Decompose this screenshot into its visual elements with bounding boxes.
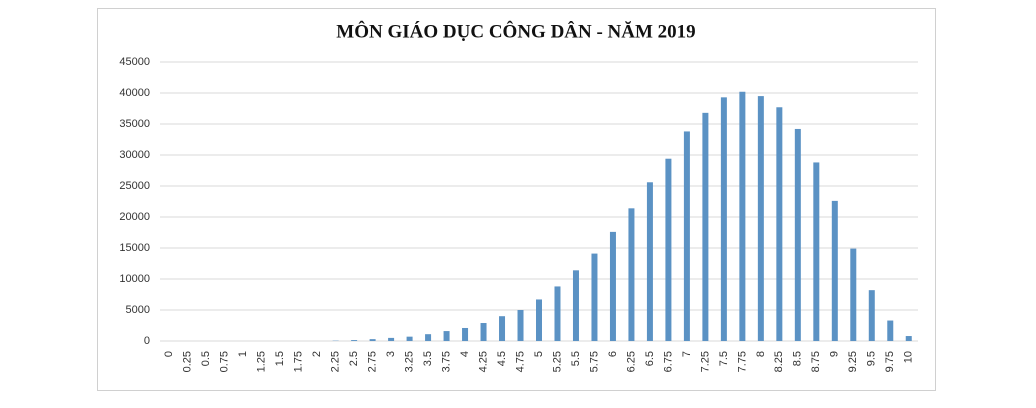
bar	[813, 162, 820, 341]
bar	[739, 91, 746, 341]
y-tick-label: 35000	[119, 118, 150, 130]
x-tick-label: 9.25	[847, 351, 859, 372]
bar	[757, 96, 764, 341]
bar	[720, 97, 727, 341]
x-tick-label: 7.5	[718, 351, 730, 366]
x-tick-label: 1	[237, 351, 249, 357]
x-tick-label: 5.75	[588, 351, 600, 372]
x-tick-label: 4.75	[514, 351, 526, 372]
bar	[887, 320, 894, 341]
bar	[665, 158, 672, 341]
bar	[554, 286, 561, 341]
x-tick-label: 1.75	[293, 351, 305, 372]
bar	[369, 339, 376, 341]
y-tick-label: 15000	[119, 242, 150, 254]
x-tick-label: 8	[755, 351, 767, 357]
bar	[499, 316, 506, 341]
bar	[831, 200, 838, 341]
x-tick-label: 5.5	[570, 351, 582, 366]
x-tick-label: 3.75	[440, 351, 452, 372]
x-tick-label: 2.75	[367, 351, 379, 372]
bar	[646, 182, 653, 341]
x-tick-label: 4.5	[496, 351, 508, 366]
x-tick-label: 4	[459, 351, 471, 357]
x-tick-label: 3.5	[422, 351, 434, 366]
bar	[572, 270, 579, 341]
x-tick-label: 2.5	[348, 351, 360, 366]
bar	[406, 336, 413, 341]
bar	[462, 327, 469, 341]
y-tick-label: 45000	[119, 56, 150, 68]
y-tick-label: 20000	[119, 211, 150, 223]
x-tick-label: 0.75	[219, 351, 231, 372]
bar	[536, 299, 542, 341]
y-tick-label: 30000	[119, 149, 150, 161]
bar	[443, 331, 450, 341]
bar	[794, 128, 801, 341]
x-tick-label: 6.5	[644, 351, 656, 366]
x-tick-label: 5	[533, 351, 545, 357]
x-tick-label: 3.25	[403, 351, 415, 372]
x-tick-label: 3	[385, 351, 397, 357]
x-tick-label: 0.25	[182, 351, 194, 372]
chart-title: MÔN GIÁO DỤC CÔNG DÂN - NĂM 2019	[336, 20, 695, 42]
x-tick-label: 0.5	[200, 351, 212, 366]
bar	[480, 323, 487, 341]
bar	[702, 112, 709, 341]
bar	[425, 334, 432, 341]
x-tick-label: 9	[829, 351, 841, 357]
chart-frame	[97, 8, 936, 391]
x-tick-label: 8.25	[773, 351, 785, 372]
x-tick-label: 6.75	[662, 351, 674, 372]
bar	[591, 253, 598, 341]
x-tick-label: 6	[607, 351, 619, 357]
x-tick-label: 2	[311, 351, 323, 357]
bar	[517, 310, 524, 341]
y-tick-label: 5000	[126, 304, 150, 316]
x-tick-label: 9.5	[866, 351, 878, 366]
y-tick-label: 10000	[119, 273, 150, 285]
x-tick-label: 7.25	[699, 351, 711, 372]
x-tick-label: 10	[903, 351, 915, 363]
x-tick-label: 7	[681, 351, 693, 357]
x-tick-label: 0	[163, 351, 175, 357]
y-tick-label: 25000	[119, 180, 150, 192]
bar	[351, 340, 358, 341]
x-tick-label: 1.25	[256, 351, 268, 372]
x-tick-label: 5.25	[551, 351, 563, 372]
bar	[683, 131, 690, 341]
y-tick-label: 40000	[119, 87, 150, 99]
x-tick-label: 1.5	[274, 351, 286, 366]
bar	[628, 208, 635, 341]
x-tick-label: 2.25	[330, 351, 342, 372]
bar	[609, 231, 616, 341]
y-tick-label: 0	[144, 335, 150, 347]
x-tick-label: 7.75	[736, 351, 748, 372]
bar	[388, 337, 395, 341]
x-tick-label: 9.75	[884, 351, 896, 372]
x-tick-label: 8.5	[792, 351, 804, 366]
bar	[776, 107, 783, 341]
x-tick-label: 8.75	[810, 351, 822, 372]
x-tick-label: 4.25	[477, 351, 489, 372]
bar	[905, 336, 912, 341]
bar	[868, 290, 875, 341]
bar	[850, 248, 857, 341]
x-tick-label: 6.25	[625, 351, 637, 372]
